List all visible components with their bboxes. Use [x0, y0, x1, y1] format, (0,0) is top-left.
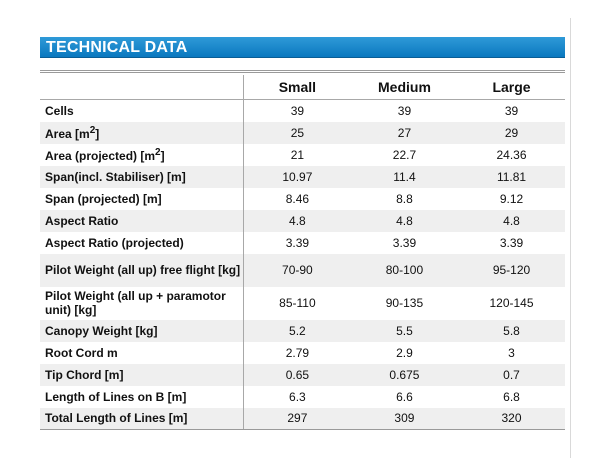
- header-blank-cell: [40, 75, 244, 100]
- table-row: Area (projected) [m2] 21 22.7 24.36: [40, 143, 565, 166]
- row-label: Span(incl. Stabiliser) [m]: [40, 165, 244, 188]
- cell-medium: 6.6: [350, 385, 459, 408]
- row-label: Area (projected) [m2]: [40, 143, 244, 166]
- row-label: Total Length of Lines [m]: [40, 407, 244, 430]
- cell-medium: 4.8: [350, 209, 459, 232]
- row-label: Canopy Weight [kg]: [40, 319, 244, 342]
- table-row: Tip Chord [m] 0.65 0.675 0.7: [40, 363, 565, 386]
- cell-medium: 5.5: [350, 319, 459, 342]
- table-row: Area [m2] 25 27 29: [40, 121, 565, 144]
- cell-medium: 80-100: [350, 253, 459, 287]
- cell-small: 5.2: [243, 319, 351, 342]
- table-row: Pilot Weight (all up) free flight [kg] 7…: [40, 253, 565, 287]
- cell-large: 5.8: [458, 319, 565, 342]
- row-label-text: Area (projected) [m: [45, 149, 156, 163]
- cell-small: 70-90: [243, 253, 351, 287]
- table-row: Span (projected) [m] 8.46 8.8 9.12: [40, 187, 565, 210]
- cell-large: 29: [458, 121, 565, 144]
- table-row: Cells 39 39 39: [40, 99, 565, 122]
- row-label: Pilot Weight (all up) free flight [kg]: [40, 253, 244, 287]
- cell-large: 4.8: [458, 209, 565, 232]
- row-label-end: ]: [160, 149, 165, 163]
- cell-medium: 3.39: [350, 231, 459, 254]
- cell-large: 320: [458, 407, 565, 430]
- cell-large: 6.8: [458, 385, 565, 408]
- cell-large: 11.81: [458, 165, 565, 188]
- row-label: Aspect Ratio (projected): [40, 231, 244, 254]
- row-label: Span (projected) [m]: [40, 187, 244, 210]
- table-header-row: Small Medium Large: [40, 75, 565, 100]
- row-label: Tip Chord [m]: [40, 363, 244, 386]
- cell-large: 9.12: [458, 187, 565, 210]
- cell-medium: 0.675: [350, 363, 459, 386]
- table-row: Span(incl. Stabiliser) [m] 10.97 11.4 11…: [40, 165, 565, 188]
- table-row: Total Length of Lines [m] 297 309 320: [40, 407, 565, 430]
- column-header-small: Small: [243, 75, 351, 100]
- cell-small: 39: [243, 99, 351, 122]
- table-row: Canopy Weight [kg] 5.2 5.5 5.8: [40, 319, 565, 342]
- table-top-rule: [40, 70, 565, 73]
- cell-small: 85-110: [243, 286, 351, 320]
- row-label-superscript: 2: [89, 125, 96, 136]
- cell-medium: 309: [350, 407, 459, 430]
- cell-small: 8.46: [243, 187, 351, 210]
- cell-small: 25: [243, 121, 351, 144]
- column-header-medium: Medium: [350, 75, 459, 100]
- cell-medium: 27: [350, 121, 459, 144]
- table-row: Root Cord m 2.79 2.9 3: [40, 341, 565, 364]
- cell-large: 95-120: [458, 253, 565, 287]
- cell-large: 24.36: [458, 143, 565, 166]
- table-row: Pilot Weight (all up + paramotor unit) […: [40, 286, 565, 320]
- page-right-border: [570, 18, 571, 458]
- cell-small: 4.8: [243, 209, 351, 232]
- cell-small: 10.97: [243, 165, 351, 188]
- row-label-text: Area [m: [45, 127, 90, 141]
- cell-medium: 8.8: [350, 187, 459, 210]
- row-label: Aspect Ratio: [40, 209, 244, 232]
- row-label: Root Cord m: [40, 341, 244, 364]
- row-label: Pilot Weight (all up + paramotor unit) […: [40, 286, 244, 320]
- column-header-large: Large: [458, 75, 565, 100]
- technical-data-table: Small Medium Large Cells 39 39 39 Area […: [40, 75, 565, 430]
- row-label: Length of Lines on B [m]: [40, 385, 244, 408]
- cell-medium: 22.7: [350, 143, 459, 166]
- table-row: Aspect Ratio (projected) 3.39 3.39 3.39: [40, 231, 565, 254]
- row-label: Area [m2]: [40, 121, 244, 144]
- section-title: TECHNICAL DATA: [40, 37, 565, 58]
- cell-small: 297: [243, 407, 351, 430]
- cell-small: 6.3: [243, 385, 351, 408]
- table-row: Length of Lines on B [m] 6.3 6.6 6.8: [40, 385, 565, 408]
- row-label-end: ]: [95, 127, 100, 141]
- cell-small: 3.39: [243, 231, 351, 254]
- cell-large: 39: [458, 99, 565, 122]
- cell-medium: 2.9: [350, 341, 459, 364]
- cell-large: 3: [458, 341, 565, 364]
- row-label-superscript: 2: [155, 147, 161, 158]
- cell-small: 21: [243, 143, 351, 166]
- table-row: Aspect Ratio 4.8 4.8 4.8: [40, 209, 565, 232]
- cell-medium: 90-135: [350, 286, 459, 320]
- cell-small: 2.79: [243, 341, 351, 364]
- cell-medium: 39: [350, 99, 459, 122]
- cell-large: 120-145: [458, 286, 565, 320]
- cell-large: 0.7: [458, 363, 565, 386]
- cell-small: 0.65: [243, 363, 351, 386]
- cell-medium: 11.4: [350, 165, 459, 188]
- cell-large: 3.39: [458, 231, 565, 254]
- row-label: Cells: [40, 99, 244, 122]
